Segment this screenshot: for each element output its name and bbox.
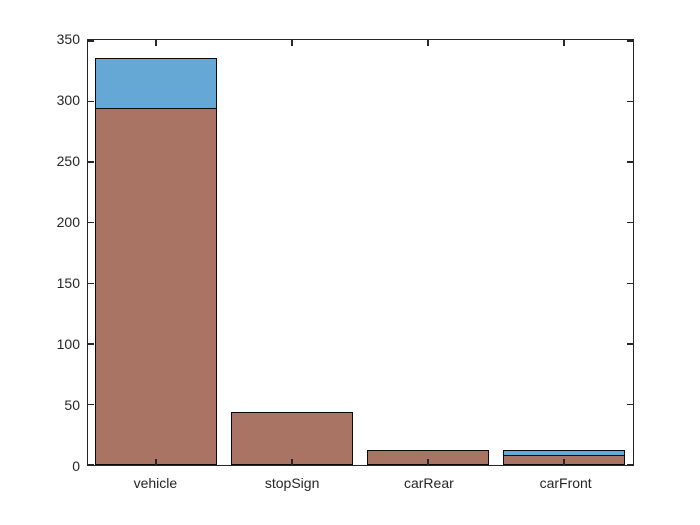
y-tick-right [627,221,633,224]
y-tick-left [88,161,94,163]
x-tick-bottom-stopSign [291,459,293,465]
bar-vehicle-series-2-brown [94,107,218,465]
x-tick-label-vehicle: vehicle [133,475,178,491]
y-tick-left [88,343,94,345]
y-tick-right [627,403,633,406]
y-tick-label: 0 [72,458,80,474]
x-tick-top-carRear [427,40,429,46]
y-tick-label: 50 [64,397,80,413]
y-tick-label: 200 [56,214,80,230]
x-tick-top-vehicle [155,40,157,46]
y-tick-left [88,40,94,42]
y-tick-left [88,464,94,466]
y-tick-right [627,40,633,42]
x-tick-top-carFront [563,40,565,46]
y-tick-left [88,403,94,406]
x-tick-label-stopSign: stopSign [264,475,320,491]
plot-inner [88,40,633,466]
y-tick-right [627,282,633,285]
y-tick-label: 350 [56,31,80,47]
y-tick-label: 100 [56,336,80,352]
y-tick-label: 300 [56,92,80,108]
y-tick-label: 150 [56,275,80,291]
y-tick-label: 250 [56,153,80,169]
y-tick-right [627,343,633,345]
y-tick-left [88,221,94,224]
y-tick-left [88,282,94,285]
x-tick-top-stopSign [291,40,293,46]
x-tick-bottom-carFront [563,459,565,465]
y-tick-right [627,100,633,103]
plot-area [87,39,634,466]
x-tick-bottom-carRear [427,459,429,465]
x-tick-label-carFront: carFront [539,475,592,491]
y-tick-right [627,464,633,466]
bar-stopSign-series-2-brown [230,411,354,465]
y-tick-left [88,100,94,103]
y-tick-right [627,161,633,163]
x-tick-bottom-vehicle [155,459,157,465]
x-tick-label-carRear: carRear [403,475,454,491]
